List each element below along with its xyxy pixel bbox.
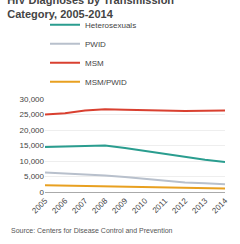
svg-text:MSM: MSM: [85, 59, 104, 68]
svg-text:20,000: 20,000: [20, 126, 45, 135]
svg-text:Source: Centers for Disease Co: Source: Centers for Disease Control and …: [11, 227, 173, 234]
svg-text:Heterosexuals: Heterosexuals: [85, 21, 136, 30]
svg-text:2007: 2007: [70, 196, 89, 215]
svg-text:2006: 2006: [50, 196, 69, 215]
svg-text:2013: 2013: [190, 196, 209, 215]
svg-text:2009: 2009: [110, 196, 129, 215]
svg-text:PWID: PWID: [85, 40, 106, 49]
svg-text:MSM/PWID: MSM/PWID: [85, 78, 127, 87]
svg-text:5,000: 5,000: [24, 172, 45, 181]
svg-text:2008: 2008: [90, 196, 109, 215]
svg-text:15,000: 15,000: [20, 141, 45, 150]
svg-text:2014: 2014: [210, 196, 229, 215]
svg-text:2012: 2012: [170, 196, 189, 215]
svg-text:25,000: 25,000: [20, 110, 45, 119]
svg-text:2011: 2011: [151, 196, 170, 215]
svg-text:2005: 2005: [30, 196, 49, 215]
svg-text:2010: 2010: [130, 196, 149, 215]
svg-text:HIV Diagnoses by TransmissionC: HIV Diagnoses by TransmissionCategory, 2…: [7, 0, 174, 20]
svg-text:0: 0: [40, 188, 45, 197]
svg-text:30,000: 30,000: [20, 95, 45, 104]
svg-text:10,000: 10,000: [20, 157, 45, 166]
